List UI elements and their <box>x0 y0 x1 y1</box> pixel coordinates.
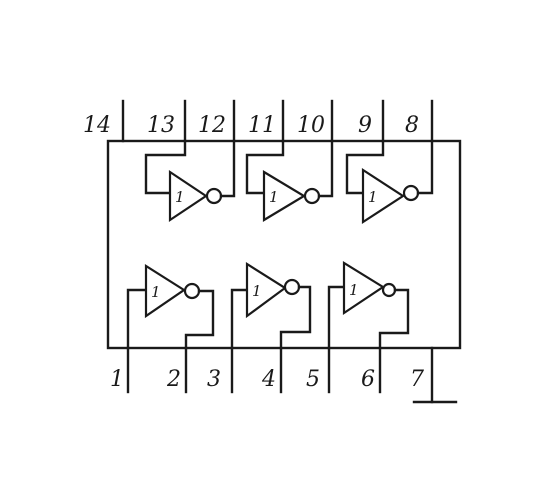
pin-label-1: 1 <box>110 367 124 392</box>
inverter-triangle <box>342 261 386 316</box>
inverter-triangle <box>245 262 287 319</box>
pin-label-2: 2 <box>166 367 181 392</box>
inversion-bubble <box>283 278 301 296</box>
inverter-triangle <box>361 167 406 225</box>
pin-label-6: 6 <box>361 367 375 392</box>
wire-gate-to-pin10 <box>317 139 334 198</box>
wire-pin11-to-gate <box>245 139 285 195</box>
pin-label-8: 8 <box>405 113 419 138</box>
inversion-bubble <box>183 282 201 300</box>
wire-pin3-to-gate <box>230 288 249 350</box>
inversion-bubble <box>402 184 420 202</box>
wire-pin13-to-gate <box>144 139 187 195</box>
pin-label-4: 4 <box>261 367 276 392</box>
pin-label-7: 7 <box>410 367 424 392</box>
wire-gate-to-pin4 <box>279 285 312 350</box>
pin-label-10: 10 <box>297 113 325 138</box>
wire-pin1-to-gate <box>126 288 148 350</box>
top-pin-labels: 14 13 12 11 10 9 8 <box>83 113 419 138</box>
inversion-bubble <box>381 282 397 298</box>
inversion-bubble <box>205 187 223 205</box>
gate-symbol: 1 <box>349 281 359 299</box>
wire-gate-to-pin8 <box>416 139 434 195</box>
inverter-triangle <box>168 169 208 223</box>
pin-label-14: 14 <box>83 113 111 138</box>
inverter-gate-11-10: 1 <box>245 139 334 222</box>
inverter-gate-13-12: 1 <box>144 139 236 223</box>
pin-label-12: 12 <box>198 113 226 138</box>
gate-symbol: 1 <box>269 188 279 206</box>
gate-symbol: 1 <box>151 283 161 301</box>
gate-symbol: 1 <box>252 282 262 300</box>
bottom-pin-leads <box>126 346 458 404</box>
wire-pin9-to-gate <box>345 139 385 195</box>
inverter-gate-1-2: 1 <box>126 264 215 350</box>
inversion-bubble <box>303 187 321 205</box>
pin-label-13: 13 <box>147 113 175 138</box>
gate-symbol: 1 <box>368 188 378 206</box>
gate-symbol: 1 <box>175 188 185 206</box>
pin-label-9: 9 <box>358 113 372 138</box>
pin-label-3: 3 <box>207 367 221 392</box>
inverter-gate-3-4: 1 <box>230 262 312 350</box>
inverter-gate-9-8: 1 <box>345 139 434 225</box>
wire-gate-to-pin6 <box>378 288 410 350</box>
pin-label-5: 5 <box>306 367 320 392</box>
inverter-triangle <box>262 170 307 222</box>
wire-pin5-to-gate <box>327 285 346 350</box>
inverter-triangle <box>144 264 187 319</box>
pin-label-11: 11 <box>248 113 276 138</box>
top-pin-leads <box>121 99 434 143</box>
bottom-pin-labels: 1 2 3 4 5 6 7 <box>110 367 424 392</box>
wire-gate-to-pin2 <box>184 289 215 350</box>
inverter-gate-5-6: 1 <box>327 261 410 350</box>
wire-gate-to-pin12 <box>219 139 236 198</box>
